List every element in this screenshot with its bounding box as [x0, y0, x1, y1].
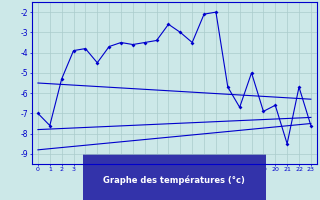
X-axis label: Graphe des températures (°c): Graphe des températures (°c) — [103, 175, 245, 185]
